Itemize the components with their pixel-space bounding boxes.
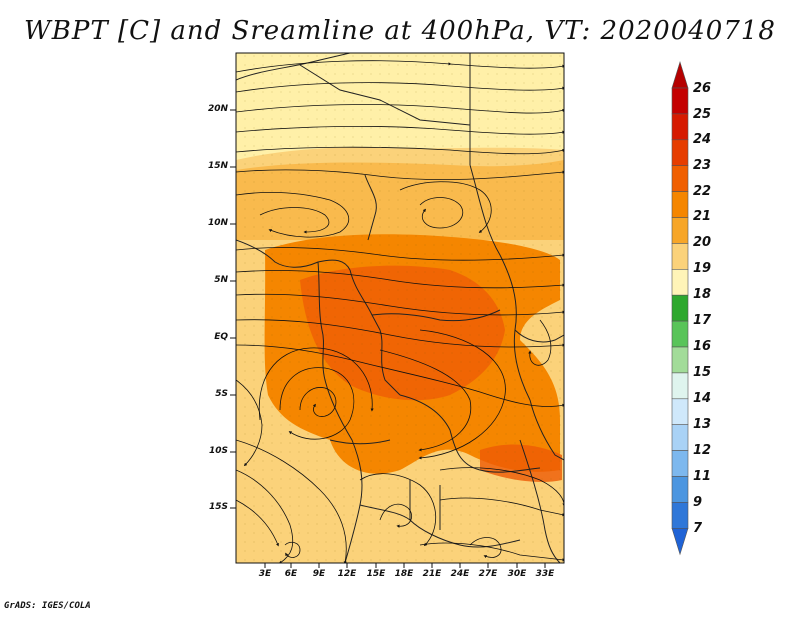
colorbar-label-19: 19 [693, 261, 712, 276]
lat-label-10n: 10N [207, 218, 228, 228]
lon-label-27e: 27E [478, 569, 498, 579]
colorbar-segment [671, 87, 689, 115]
colorbar-segment [671, 191, 689, 218]
lon-label-24e: 24E [450, 569, 470, 579]
lat-label-15n: 15N [207, 161, 228, 171]
colorbar-segment [671, 217, 689, 244]
country-boundaries [236, 53, 564, 563]
colorbar-segment [671, 476, 689, 503]
lon-label-18e: 18E [394, 569, 414, 579]
lon-label-9e: 9E [312, 569, 326, 579]
streamlines [236, 60, 564, 563]
colorbar-label-20: 20 [693, 235, 712, 250]
colorbar-label-17: 17 [693, 313, 712, 328]
lat-label-5s: 5S [215, 389, 228, 399]
colorbar-label-12: 12 [693, 443, 712, 458]
lon-label-30e: 30E [507, 569, 527, 579]
wbpt-texture [236, 53, 564, 563]
colorbar-label-23: 23 [693, 158, 712, 173]
lat-label-15s: 15S [208, 502, 228, 512]
colorbar-segment [671, 243, 689, 270]
colorbar-segment [671, 165, 689, 192]
lat-ticks [230, 109, 236, 509]
colorbar-segment [671, 398, 689, 425]
lon-label-3e: 3E [258, 569, 272, 579]
lat-label-5n: 5N [214, 275, 228, 285]
colorbar-segment [671, 139, 689, 167]
grads-credit: GrADS: IGES/COLA [4, 601, 91, 611]
lat-label-20n: 20N [207, 104, 228, 114]
lon-ticks [264, 563, 546, 568]
colorbar-segment [671, 502, 689, 529]
lon-label-6e: 6E [284, 569, 298, 579]
colorbar-label-14: 14 [693, 391, 712, 406]
colorbar-label-9: 9 [693, 495, 703, 510]
colorbar-label-7: 7 [693, 521, 703, 536]
colorbar-label-24: 24 [693, 132, 712, 147]
lon-label-33e: 33E [535, 569, 555, 579]
colorbar-segment [671, 424, 689, 451]
colorbar-label-26: 26 [693, 81, 712, 96]
lon-label-12e: 12E [337, 569, 357, 579]
colorbar-label-18: 18 [693, 287, 712, 302]
colorbar-bottom-arrow [671, 528, 689, 556]
colorbar-label-16: 16 [693, 339, 712, 354]
lon-label-15e: 15E [366, 569, 386, 579]
colorbar [671, 60, 689, 556]
lat-label-10s: 10S [208, 446, 228, 456]
colorbar-label-13: 13 [693, 417, 712, 432]
colorbar-segment [671, 320, 689, 348]
map-frame [235, 52, 565, 564]
colorbar-top-arrow [671, 60, 689, 89]
lat-label-eq: EQ [214, 332, 228, 342]
colorbar-label-25: 25 [693, 107, 712, 122]
colorbar-segment [671, 294, 689, 322]
colorbar-label-15: 15 [693, 365, 712, 380]
colorbar-segment [671, 450, 689, 477]
lon-label-21e: 21E [422, 569, 442, 579]
colorbar-segment [671, 346, 689, 374]
colorbar-label-22: 22 [693, 184, 712, 199]
colorbar-label-21: 21 [693, 209, 712, 224]
chart-title: WBPT [C] and Sreamline at 400hPa, VT: 20… [24, 16, 776, 46]
colorbar-label-11: 11 [693, 469, 712, 484]
colorbar-segment [671, 372, 689, 400]
colorbar-segment [671, 268, 689, 296]
colorbar-segment [671, 113, 689, 141]
